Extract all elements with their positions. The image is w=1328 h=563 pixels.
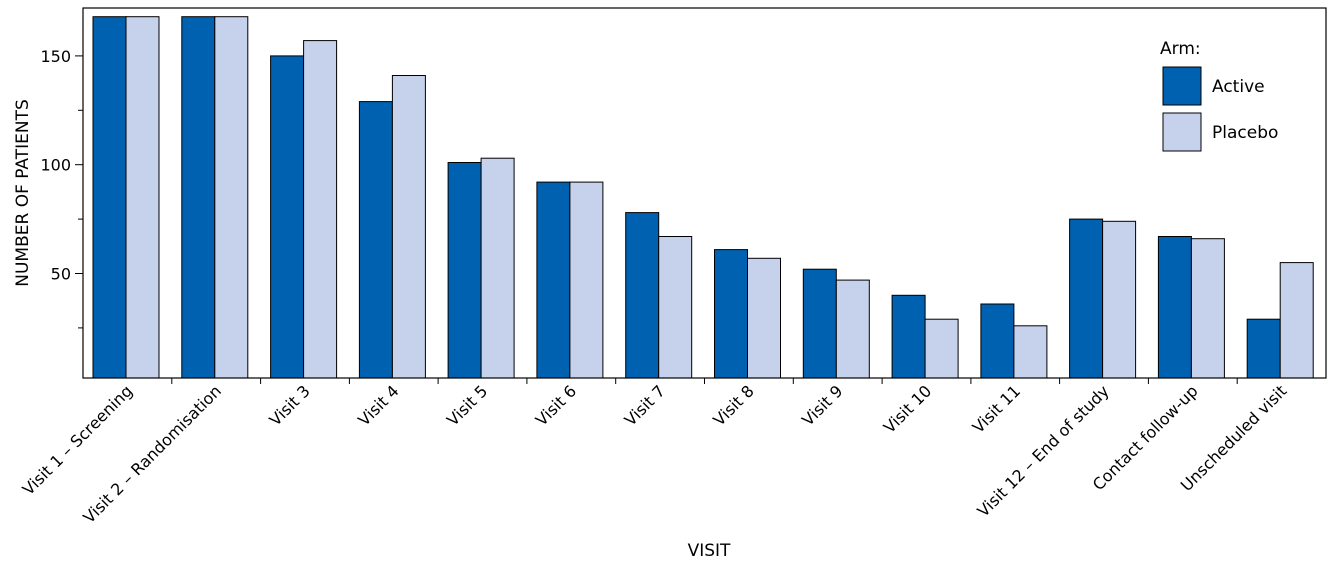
y-tick-label: 150 — [40, 47, 71, 66]
bars-group — [92, 16, 1314, 379]
y-tick-label: 100 — [40, 156, 71, 175]
bar-placebo-13 — [1190, 238, 1225, 379]
legend-swatch-active — [1162, 66, 1202, 106]
bar-active-2 — [181, 16, 216, 379]
bar-active-13 — [1157, 236, 1192, 379]
x-axis-title: VISIT — [688, 541, 731, 561]
bar-active-5 — [447, 162, 482, 379]
bar-active-12 — [1069, 218, 1104, 379]
x-tick-label: Visit 11 — [969, 381, 1025, 437]
bar-active-7 — [625, 212, 660, 379]
x-tick-label: Visit 3 — [265, 381, 313, 429]
bar-placebo-10 — [924, 318, 959, 379]
bar-placebo-5 — [480, 157, 515, 379]
legend-label-placebo: Placebo — [1212, 123, 1278, 143]
bar-placebo-9 — [835, 279, 870, 379]
bar-active-14 — [1246, 318, 1281, 379]
bar-active-4 — [358, 101, 393, 379]
x-tick-label: Visit 9 — [798, 381, 846, 429]
bar-active-10 — [891, 294, 926, 379]
plot-frame — [82, 7, 1327, 379]
bar-placebo-6 — [569, 181, 604, 379]
bar-active-1 — [92, 16, 127, 379]
bar-placebo-12 — [1102, 220, 1137, 379]
bar-placebo-2 — [214, 16, 249, 379]
bar-placebo-7 — [658, 236, 693, 379]
bar-active-8 — [714, 249, 748, 379]
legend-swatch-placebo — [1162, 112, 1202, 152]
y-axis-title-group: NUMBER OF PATIENTS — [13, 99, 33, 287]
x-tick-label: Visit 4 — [354, 381, 402, 429]
y-tick-label: 50 — [51, 265, 71, 284]
legend-title: Arm: — [1160, 39, 1201, 59]
y-axis-title: NUMBER OF PATIENTS — [13, 99, 33, 287]
bar-active-11 — [980, 303, 1015, 379]
x-tick-label: Visit 10 — [880, 381, 936, 437]
bar-placebo-14 — [1279, 262, 1314, 379]
bar-placebo-1 — [125, 16, 160, 379]
bar-placebo-11 — [1013, 325, 1048, 379]
y-axis-ticks: 50 100 150 — [40, 47, 83, 329]
x-tick-label: Visit 8 — [709, 381, 757, 429]
x-tick-label: Visit 6 — [532, 381, 580, 429]
x-tick-label: Visit 7 — [621, 381, 669, 429]
bar-active-9 — [802, 268, 837, 379]
bar-placebo-4 — [391, 75, 426, 379]
bar-placebo-8 — [747, 257, 781, 379]
legend: Arm: Active Placebo — [1160, 39, 1278, 152]
legend-label-active: Active — [1212, 77, 1265, 97]
bar-placebo-3 — [303, 40, 338, 379]
x-tick-label: Visit 5 — [443, 381, 491, 429]
bar-active-3 — [270, 55, 305, 379]
bar-active-6 — [536, 181, 571, 379]
